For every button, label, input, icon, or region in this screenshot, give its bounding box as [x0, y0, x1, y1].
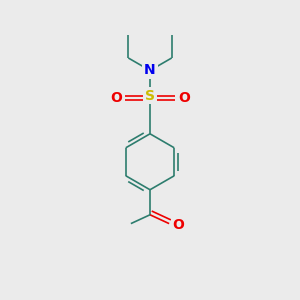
- Text: S: S: [145, 88, 155, 103]
- Text: O: O: [110, 91, 122, 105]
- Text: O: O: [172, 218, 184, 232]
- Text: O: O: [178, 91, 190, 105]
- Text: N: N: [144, 64, 156, 77]
